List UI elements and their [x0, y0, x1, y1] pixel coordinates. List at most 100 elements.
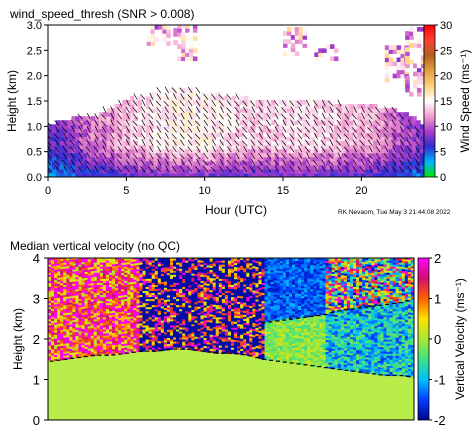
wind-barb [399, 152, 404, 159]
velocity-cell [90, 258, 95, 262]
velocity-cell [72, 313, 77, 317]
velocity-cell [54, 307, 58, 311]
velocity-cell [105, 310, 110, 314]
velocity-cell [130, 261, 134, 264]
velocity-cell [72, 275, 77, 278]
velocity-cell [154, 326, 159, 330]
velocity-cell [130, 338, 134, 341]
wind-barb [157, 158, 162, 166]
velocity-cell [148, 262, 153, 265]
velocity-cell [166, 296, 171, 300]
velocity-cell [188, 313, 192, 316]
velocity-cell [179, 347, 183, 350]
velocity-cell [160, 269, 165, 272]
wind-barb [235, 119, 240, 126]
wind-cell [283, 136, 288, 142]
wind-cell [138, 156, 143, 162]
velocity-cell [115, 334, 119, 337]
velocity-cell [51, 320, 55, 323]
velocity-cell [121, 337, 125, 341]
wind-cell [322, 104, 327, 109]
velocity-cell [54, 289, 58, 293]
velocity-cell [96, 290, 101, 294]
velocity-cell [60, 313, 64, 316]
wind-cell [420, 136, 424, 142]
velocity-cell [176, 322, 180, 326]
velocity-cell [188, 317, 192, 320]
wind-barb [305, 159, 310, 166]
velocity-cell [118, 307, 122, 311]
velocity-cell [121, 280, 125, 284]
wind-barb [187, 139, 193, 146]
wind-cell [138, 128, 143, 134]
wind-cell [181, 112, 186, 117]
wind-cell [173, 120, 178, 125]
wind-barb [407, 165, 412, 173]
wind-cell [161, 172, 167, 177]
wind-cell [48, 124, 53, 129]
velocity-cell [90, 341, 95, 345]
velocity-cell [51, 346, 55, 350]
wind-cell [161, 128, 167, 134]
wind-cell [145, 95, 151, 101]
wind-cell [409, 59, 414, 65]
wind-cell [413, 63, 418, 69]
wind-cell [326, 112, 331, 117]
velocity-cell [96, 296, 101, 300]
wind-cell [247, 108, 253, 113]
velocity-cell [105, 328, 110, 332]
wind-barb [282, 126, 287, 133]
velocity-cell [170, 324, 174, 328]
velocity-cell [96, 300, 101, 304]
wind-cell [365, 160, 370, 166]
wind-cell [71, 156, 77, 162]
velocity-cell [115, 271, 119, 274]
velocity-cell [188, 331, 192, 334]
wind-cell [400, 152, 406, 158]
velocity-cell [133, 272, 138, 276]
velocity-cell [179, 312, 183, 316]
velocity-cell [203, 284, 208, 288]
velocity-cell [133, 291, 138, 294]
velocity-cell [191, 283, 195, 286]
wind-cell [314, 112, 319, 117]
wind-barb [289, 133, 295, 140]
wind-cell [204, 136, 210, 142]
wind-cell [166, 29, 171, 34]
wind-cell [388, 45, 394, 50]
velocity-cell [84, 277, 89, 281]
wind-cell [286, 116, 292, 121]
velocity-cell [154, 288, 159, 292]
wind-cell [87, 140, 92, 146]
wind-cell [286, 168, 292, 174]
wind-cell [333, 172, 339, 177]
velocity-cell [160, 311, 165, 315]
velocity-cell [105, 304, 110, 308]
wind-cell [173, 40, 178, 45]
velocity-cell [139, 264, 144, 267]
wind-cell [345, 172, 351, 177]
velocity-cell [93, 302, 98, 306]
wind-cell [251, 124, 257, 129]
wind-cell [220, 144, 225, 150]
wind-barb [353, 106, 357, 113]
velocity-cell [69, 281, 73, 285]
velocity-cell [102, 330, 107, 334]
velocity-cell [148, 322, 153, 326]
wind-cell [369, 140, 374, 146]
wind-cell [196, 156, 202, 162]
wind-cell [192, 156, 198, 162]
velocity-cell [173, 345, 177, 348]
wind-cell [392, 172, 398, 177]
velocity-cell [145, 278, 150, 281]
velocity-cell [182, 306, 186, 310]
wind-cell [275, 156, 280, 162]
wind-cell [161, 104, 167, 109]
wind-cell [83, 164, 88, 170]
velocity-cell [157, 330, 162, 334]
velocity-cell [90, 345, 95, 349]
wind-cell [236, 136, 241, 142]
velocity-cell [148, 308, 153, 312]
velocity-cell [63, 328, 67, 332]
velocity-cell [69, 348, 73, 351]
